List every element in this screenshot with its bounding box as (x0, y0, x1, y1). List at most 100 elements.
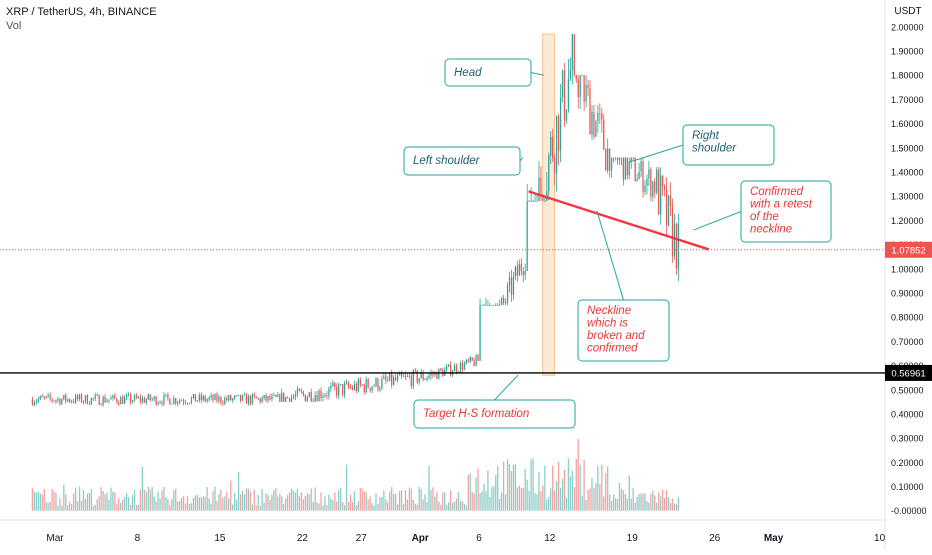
candle-body (436, 372, 438, 379)
volume-bar (510, 471, 513, 511)
volume-bar (567, 458, 570, 511)
candle-body (131, 400, 134, 403)
annotation-line: neckline (750, 224, 792, 236)
candle-body (298, 388, 301, 392)
price-tick-label: 0.80000 (891, 313, 924, 323)
volume-bar (179, 500, 181, 511)
volume-bar (379, 497, 381, 511)
volume-bar (320, 492, 322, 511)
volume-bar (565, 497, 568, 511)
volume-bar (644, 493, 646, 511)
volume-bar (204, 496, 206, 511)
volume-bar (294, 492, 297, 511)
candle-body (593, 112, 595, 137)
volume-bar (283, 503, 285, 511)
volume-bar (137, 504, 140, 511)
candle-body (194, 394, 197, 402)
volume-bar (428, 465, 430, 511)
volume-bar (290, 488, 293, 511)
time-tick-label: Mar (46, 533, 64, 544)
volume-bar (481, 491, 483, 511)
candle-body (577, 79, 579, 98)
volume-bar (544, 465, 546, 511)
candle-body (493, 305, 495, 306)
candle-body (129, 394, 132, 403)
volume-bar (546, 499, 548, 511)
candle-body (74, 395, 77, 403)
volume-bar (104, 494, 106, 511)
volume-bar (359, 487, 361, 511)
candle-body (626, 157, 628, 176)
volume-bar (475, 477, 477, 511)
candle-body (302, 392, 304, 395)
volume-bar (589, 488, 591, 511)
candle-body (237, 394, 240, 396)
volume-bar (601, 464, 603, 511)
candle-body (607, 148, 609, 171)
candle-body (485, 305, 487, 306)
candle-body (263, 395, 265, 399)
volume-bar (603, 496, 605, 511)
price-tick-label: 0.30000 (891, 434, 924, 444)
candle-body (35, 401, 37, 403)
candle-body (343, 383, 346, 395)
candle-body (669, 195, 672, 207)
volume-bar (373, 505, 375, 511)
candle-body (481, 305, 483, 306)
candle-body (179, 400, 181, 403)
volume-bar (265, 493, 267, 511)
candle-body (430, 373, 432, 376)
candle-body (475, 355, 477, 366)
candle-body (650, 169, 652, 197)
annotation-box (444, 58, 532, 87)
volume-bar (412, 499, 414, 511)
candle-body (318, 390, 320, 402)
candle-body (652, 181, 654, 197)
candle-body (182, 400, 185, 403)
price-tick-label: 1.40000 (891, 168, 924, 178)
volume-bar (506, 459, 509, 511)
volume-bar (632, 488, 634, 511)
candle-body (285, 397, 287, 402)
candle-body (499, 305, 501, 306)
volume-bar (508, 464, 511, 511)
candle-body (171, 403, 173, 405)
candle-body (540, 177, 542, 197)
volume-bar (563, 469, 566, 511)
volume-bar (512, 464, 515, 511)
volume-bar (41, 494, 43, 511)
annotation-label: Neckline which is broken and confirmed (587, 305, 645, 355)
candle-body (159, 402, 161, 404)
volume-bar (675, 504, 678, 511)
candle-body (86, 395, 89, 405)
candle-body (387, 380, 389, 382)
volume-bar (381, 496, 383, 511)
candle-body (603, 119, 605, 150)
annotation-box (403, 146, 521, 176)
volume-bar (414, 503, 416, 511)
candle-body (196, 400, 198, 402)
candle-body (455, 365, 458, 373)
volume-bar (59, 498, 61, 511)
candle-body (353, 384, 356, 390)
volume-bar (577, 438, 579, 511)
volume-bar (591, 477, 593, 511)
candle-body (449, 364, 452, 375)
candle-body (292, 396, 295, 398)
volume-bar (206, 487, 208, 511)
candle-body (581, 75, 583, 77)
volume-bar (469, 473, 471, 511)
candle-body (175, 398, 177, 404)
volume-bar (98, 496, 100, 511)
volume-bar (665, 490, 668, 511)
time-tick-label: 22 (297, 533, 309, 544)
volume-bar (520, 487, 522, 511)
candle-body (605, 149, 607, 171)
volume-bar (43, 488, 45, 511)
price-tick-label: 0.50000 (891, 385, 924, 395)
volume-bar (418, 486, 420, 511)
volume-bar (650, 493, 652, 511)
volume-bar (420, 489, 422, 511)
